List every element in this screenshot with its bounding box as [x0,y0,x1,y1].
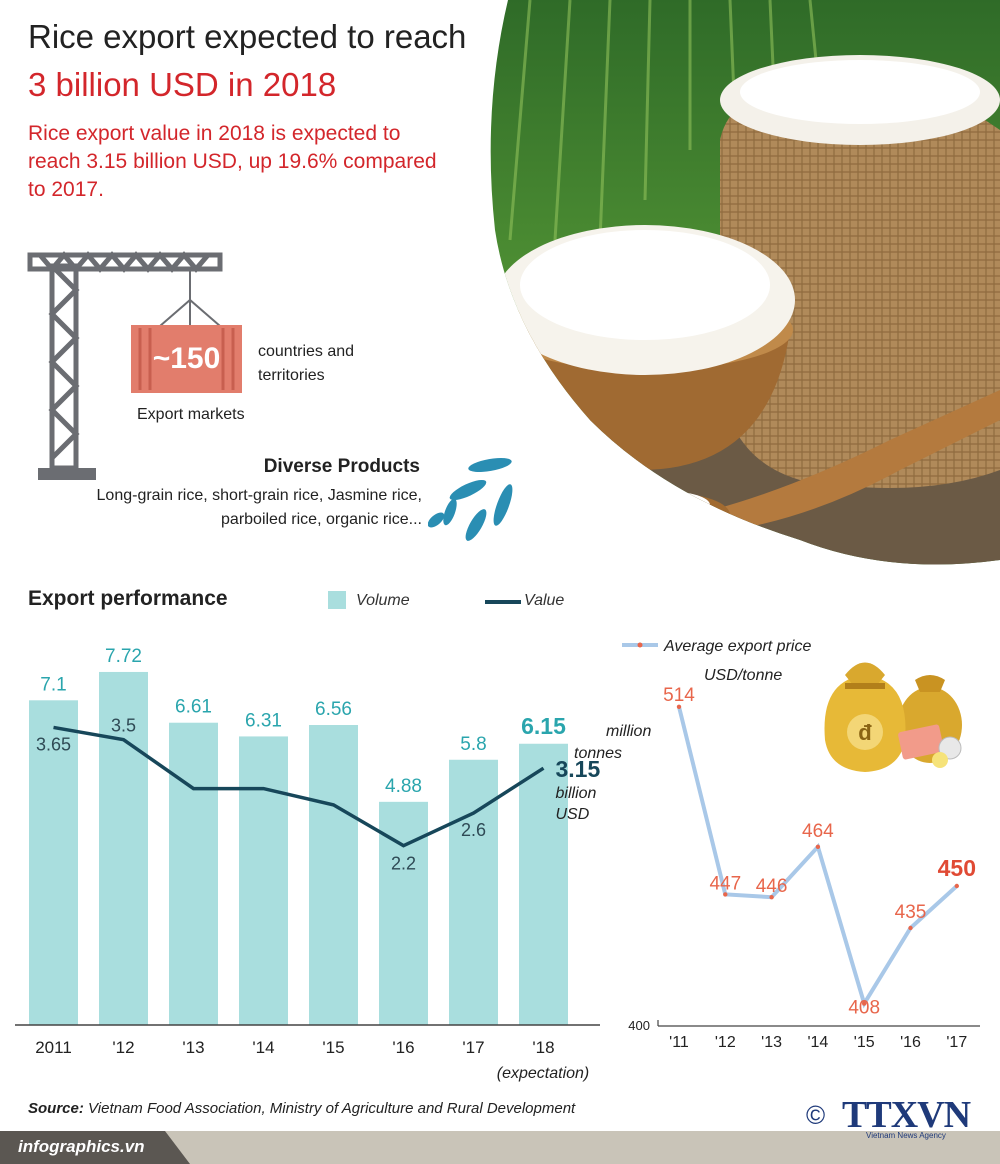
x-tick-label: '15 [322,1038,344,1057]
brand-logo: TTXVN [842,1094,971,1136]
price-point [862,1001,867,1006]
money-bag-icon: đ [824,662,962,772]
volume-bar [309,725,358,1025]
brand-subtitle: Vietnam News Agency [866,1131,946,1140]
x-tick-label: '12 [112,1038,134,1057]
price-y-tick-label: 400 [628,1018,650,1033]
price-x-tick-label: '15 [854,1034,875,1051]
price-label: 464 [802,821,834,842]
products-title: Diverse Products [263,456,420,477]
markets-count: ~150 [152,342,221,375]
price-point [723,892,728,897]
x-tick-label: '18 [532,1038,554,1057]
website-link[interactable]: infographics.vn [18,1137,145,1156]
volume-bar [29,700,78,1025]
price-label: 447 [709,873,741,894]
source-text: Vietnam Food Association, Ministry of Ag… [88,1100,576,1117]
value-line [53,725,545,848]
rice-bowl-photo [490,0,1000,565]
x-tick-label: 2011 [35,1038,72,1057]
source-note: Source: Vietnam Food Association, Minist… [28,1100,575,1117]
x-tick-label: '13 [182,1038,204,1057]
volume-label: 6.56 [315,699,352,720]
footer-band [0,1131,1000,1164]
crane-icon [27,251,223,480]
legend-value: Value [524,592,565,609]
source-label: Source: [28,1100,84,1117]
x-tick-label: '16 [392,1038,414,1057]
legend-value-swatch [485,600,521,604]
price-label: 435 [895,902,927,923]
volume-label: 7.72 [105,646,142,667]
price-point [815,844,821,849]
price-unit: USD/tonne [704,667,782,684]
volume-bar [519,743,568,1025]
x-tick-label: '14 [252,1038,274,1057]
price-x-tick-label: '14 [807,1034,828,1051]
products-description: Long-grain rice, short-grain rice, Jasmi… [96,487,422,528]
performance-title: Export performance [28,587,228,610]
markets-label: Export markets [137,406,245,423]
volume-bar [169,722,218,1025]
volume-label: 5.8 [460,734,486,755]
price-point [954,883,959,889]
legend-volume: Volume [356,592,410,609]
copyright-icon: © [806,1100,826,1130]
price-x-tick-label: '11 [669,1034,689,1051]
svg-text:đ: đ [858,720,872,745]
value-label: 2.2 [391,854,416,874]
price-label: 446 [756,876,788,897]
price-point [676,704,682,709]
value-label: 3.15 [556,756,601,782]
volume-label: 7.1 [40,674,66,695]
price-x-tick-label: '16 [900,1034,921,1051]
price-point [769,895,774,900]
value-unit-line1: billion [556,785,597,802]
price-label: 514 [663,685,695,706]
volume-bar [99,671,148,1025]
page-subtitle: Rice export value in 2018 is expected to… [28,122,437,201]
price-point [908,925,913,931]
price-x-tick-label: '12 [715,1034,736,1051]
volume-label: 4.88 [385,776,422,797]
price-x-tick-label: '17 [946,1034,967,1051]
volume-unit-line2: tonnes [574,745,622,762]
legend-volume-swatch [328,591,346,609]
value-unit-line2: USD [556,806,590,823]
volume-label: 6.31 [245,710,282,731]
price-label: 408 [848,998,880,1019]
markets-description: countries and territories [258,343,355,384]
value-label: 2.6 [461,820,486,840]
page-title-line1: Rice export expected to reach [28,18,467,55]
rice-grains-icon [428,457,513,541]
price-legend-marker [637,642,643,648]
price-x-tick-label: '13 [761,1034,782,1051]
page-title-line2: 3 billion USD in 2018 [28,66,337,103]
price-label: 450 [938,855,976,881]
x-tick-label: '17 [462,1038,484,1057]
price-legend-label: Average export price [663,638,811,655]
container-icon [131,325,242,393]
volume-label: 6.15 [521,713,566,739]
expectation-note: (expectation) [497,1065,590,1082]
volume-label: 6.61 [175,697,212,718]
value-label: 3.65 [36,734,71,754]
value-label: 3.5 [111,716,136,736]
volume-bar [239,736,288,1025]
volume-unit-line1: million [606,723,651,740]
